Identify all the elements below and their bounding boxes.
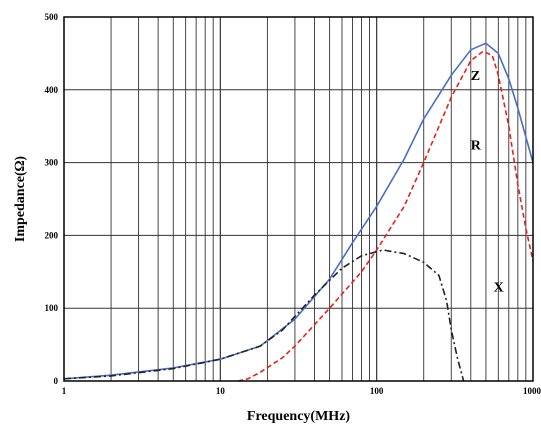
- series-labels: Z R X: [471, 69, 504, 295]
- y-tick-label: 100: [45, 303, 59, 313]
- series-line-r: [237, 50, 534, 382]
- x-tick-label: 10: [216, 386, 226, 396]
- y-axis-label: Impedance(Ω): [13, 156, 28, 243]
- x-tick-label: 1: [62, 386, 67, 396]
- y-tick-label: 400: [45, 85, 59, 95]
- grid: [64, 17, 533, 381]
- series-label-z: Z: [471, 69, 480, 84]
- x-axis-label: Frequency(MHz): [247, 409, 350, 424]
- tick-labels: 1 10 100 1000 0 100 200 300 400 500: [45, 12, 541, 396]
- x-tick-label: 1000: [523, 386, 541, 396]
- y-tick-label: 0: [54, 376, 59, 386]
- series-group: [63, 42, 534, 382]
- series-line-z: [63, 42, 534, 380]
- series-label-r: R: [471, 138, 482, 153]
- series-label-x: X: [494, 280, 504, 295]
- y-tick-label: 500: [45, 12, 59, 22]
- series-line-x: [63, 249, 465, 382]
- y-tick-label: 300: [45, 158, 59, 168]
- plot-frame: [63, 16, 534, 382]
- x-tick-label: 100: [370, 386, 384, 396]
- y-tick-label: 200: [45, 230, 59, 240]
